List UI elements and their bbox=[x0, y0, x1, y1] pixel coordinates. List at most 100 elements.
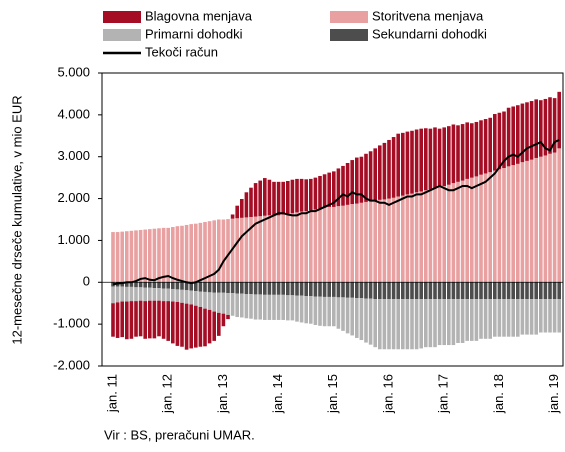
bar-segment bbox=[322, 207, 327, 283]
bar-segment bbox=[249, 294, 253, 319]
bar-segment bbox=[428, 189, 433, 283]
bar-segment bbox=[258, 282, 262, 295]
bar-segment bbox=[134, 230, 138, 283]
bar-segment bbox=[309, 296, 313, 324]
bar-segment bbox=[341, 205, 345, 283]
bar-segment bbox=[479, 282, 483, 300]
bar-segment bbox=[299, 295, 304, 323]
bar-segment bbox=[212, 282, 216, 293]
bar-segment bbox=[516, 163, 520, 283]
bar-segment bbox=[244, 192, 249, 218]
bar-segment bbox=[327, 282, 331, 297]
bar-segment bbox=[497, 299, 502, 337]
bar-segment bbox=[520, 162, 525, 283]
bar-segment bbox=[511, 299, 515, 337]
bar-segment bbox=[194, 291, 198, 306]
bar-segment bbox=[272, 294, 276, 320]
bar-segment bbox=[230, 293, 235, 316]
bar-segment bbox=[364, 298, 368, 343]
bar-segment bbox=[405, 282, 410, 300]
bar-segment bbox=[516, 282, 520, 300]
bar-segment bbox=[529, 282, 534, 300]
bar-segment bbox=[235, 218, 239, 283]
bar-segment bbox=[157, 282, 161, 289]
bar-segment bbox=[548, 282, 552, 300]
bar-segment bbox=[240, 198, 244, 218]
bar-segment bbox=[410, 299, 414, 350]
bar-segment bbox=[189, 282, 193, 291]
bar-segment bbox=[171, 301, 175, 344]
bar-segment bbox=[120, 286, 124, 302]
bar-segment bbox=[217, 282, 221, 293]
bar-segment bbox=[221, 219, 226, 283]
bar-segment bbox=[143, 301, 147, 339]
bar-segment bbox=[281, 214, 285, 283]
bar-segment bbox=[534, 299, 538, 335]
bar-segment bbox=[267, 215, 272, 283]
bar-segment bbox=[391, 197, 396, 283]
bar-segment bbox=[368, 201, 373, 283]
bar-segment bbox=[290, 179, 295, 214]
y-tick-label: 0 bbox=[83, 274, 90, 289]
bar-segment bbox=[382, 142, 387, 200]
bar-segment bbox=[479, 174, 483, 283]
bar-segment bbox=[332, 296, 336, 327]
bar-segment bbox=[433, 282, 437, 300]
bar-segment bbox=[424, 282, 428, 300]
bar-segment bbox=[171, 227, 175, 283]
bar-segment bbox=[387, 198, 391, 283]
bar-segment bbox=[437, 282, 442, 300]
bar-segment bbox=[437, 187, 442, 283]
bar-segment bbox=[525, 160, 529, 283]
bar-segment bbox=[125, 301, 129, 340]
bar-segment bbox=[148, 282, 152, 288]
bar-segment bbox=[184, 290, 189, 304]
bar-segment bbox=[456, 125, 460, 182]
bar-segment bbox=[460, 124, 465, 181]
bar-segment bbox=[143, 229, 147, 283]
x-tick-label: jan. 16 bbox=[380, 374, 395, 414]
bar-segment bbox=[552, 299, 557, 333]
bar-segment bbox=[281, 294, 285, 320]
bar-segment bbox=[226, 293, 230, 315]
bar-segment bbox=[543, 98, 548, 156]
bar-segment bbox=[424, 190, 428, 283]
bar-segment bbox=[286, 282, 290, 296]
bar-segment bbox=[161, 282, 166, 289]
bar-segment bbox=[166, 288, 170, 302]
bar-segment bbox=[511, 165, 515, 283]
bar-segment bbox=[120, 231, 124, 283]
bar-segment bbox=[157, 288, 161, 301]
bar-segment bbox=[230, 214, 235, 219]
bar-segment bbox=[391, 299, 396, 350]
bar-segment bbox=[313, 209, 318, 283]
bar-segment bbox=[161, 288, 166, 302]
bar-segment bbox=[253, 294, 258, 320]
bar-segment bbox=[359, 282, 364, 299]
bar-segment bbox=[419, 128, 423, 192]
bar-segment bbox=[534, 99, 538, 158]
bar-segment bbox=[465, 282, 469, 300]
bar-segment bbox=[355, 157, 359, 204]
bar-segment bbox=[447, 282, 451, 300]
bar-segment bbox=[212, 220, 216, 283]
bar-segment bbox=[207, 292, 212, 310]
y-tick-label: 2.000 bbox=[57, 190, 90, 205]
bar-segment bbox=[249, 282, 253, 295]
bar-segment bbox=[428, 299, 433, 348]
bar-segment bbox=[267, 179, 272, 216]
bar-segment bbox=[387, 282, 391, 300]
bar-segment bbox=[474, 282, 479, 300]
bar-segment bbox=[479, 299, 483, 339]
bar-segment bbox=[189, 304, 193, 349]
bar-segment bbox=[276, 215, 281, 283]
bar-segment bbox=[318, 296, 322, 326]
bar-segment bbox=[396, 196, 400, 283]
bar-segment bbox=[497, 112, 502, 170]
bar-segment bbox=[327, 172, 331, 207]
bar-segment bbox=[240, 217, 244, 283]
bar-segment bbox=[336, 297, 341, 329]
bar-segment bbox=[152, 228, 157, 283]
bar-segment bbox=[373, 299, 377, 348]
bar-segment bbox=[332, 171, 336, 207]
